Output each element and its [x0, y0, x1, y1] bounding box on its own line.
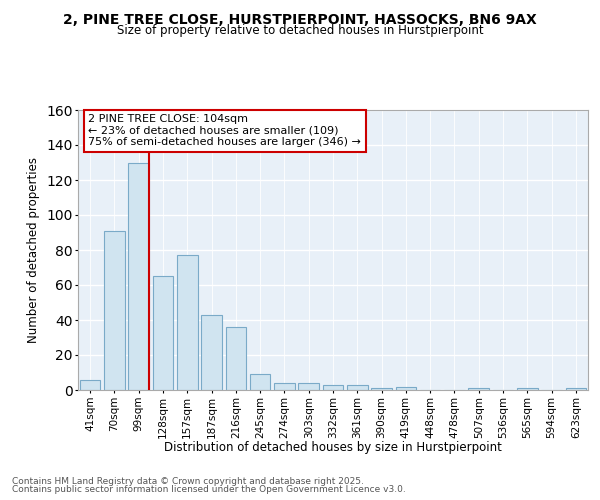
Bar — [201, 315, 222, 390]
Bar — [323, 385, 343, 390]
Bar — [177, 255, 197, 390]
Text: Distribution of detached houses by size in Hurstpierpoint: Distribution of detached houses by size … — [164, 441, 502, 454]
Bar — [395, 386, 416, 390]
Text: Contains public sector information licensed under the Open Government Licence v3: Contains public sector information licen… — [12, 486, 406, 494]
Bar — [104, 231, 125, 390]
Y-axis label: Number of detached properties: Number of detached properties — [28, 157, 40, 343]
Bar — [371, 388, 392, 390]
Text: 2 PINE TREE CLOSE: 104sqm
← 23% of detached houses are smaller (109)
75% of semi: 2 PINE TREE CLOSE: 104sqm ← 23% of detac… — [88, 114, 361, 148]
Text: Size of property relative to detached houses in Hurstpierpoint: Size of property relative to detached ho… — [116, 24, 484, 37]
Bar — [128, 162, 149, 390]
Text: 2, PINE TREE CLOSE, HURSTPIERPOINT, HASSOCKS, BN6 9AX: 2, PINE TREE CLOSE, HURSTPIERPOINT, HASS… — [63, 12, 537, 26]
Bar — [517, 388, 538, 390]
Text: Contains HM Land Registry data © Crown copyright and database right 2025.: Contains HM Land Registry data © Crown c… — [12, 476, 364, 486]
Bar — [469, 388, 489, 390]
Bar — [250, 374, 271, 390]
Bar — [152, 276, 173, 390]
Bar — [80, 380, 100, 390]
Bar — [298, 383, 319, 390]
Bar — [347, 385, 368, 390]
Bar — [226, 327, 246, 390]
Bar — [566, 388, 586, 390]
Bar — [274, 383, 295, 390]
